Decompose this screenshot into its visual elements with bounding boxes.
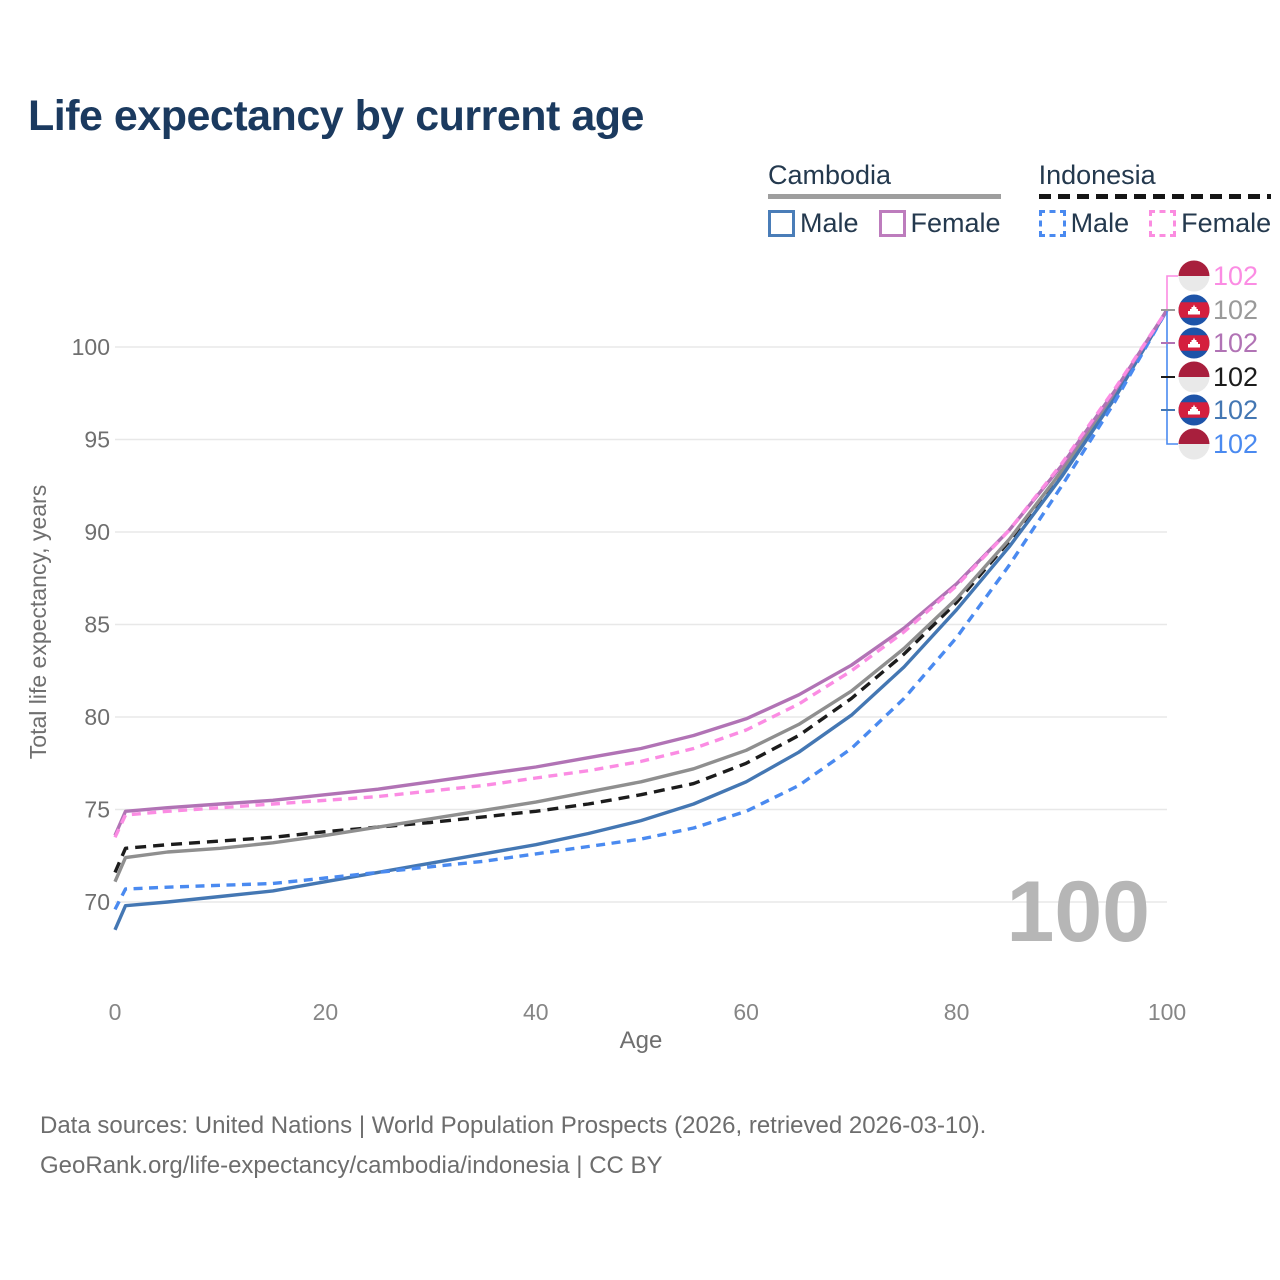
indonesia-flag-icon — [1178, 361, 1210, 393]
series-line-indonesia_all[interactable] — [113, 309, 1169, 874]
end-value-cambodia_female: 102 — [1213, 328, 1258, 358]
legend-group-cambodia: Cambodia Male Female — [768, 160, 1001, 239]
page-title: Life expectancy by current age — [28, 92, 644, 140]
indonesia-female-swatch — [1149, 210, 1177, 237]
end-value-cambodia_male: 102 — [1213, 395, 1258, 425]
legend-item-cambodia-female[interactable]: Female — [878, 208, 1001, 239]
indonesia-male-swatch — [1038, 210, 1066, 237]
cambodia-flag-icon — [1178, 294, 1210, 326]
legend-country-indonesia: Indonesia — [1038, 160, 1156, 190]
legend-item-indonesia-female[interactable]: Female — [1149, 208, 1271, 239]
x-tick-0: 0 — [109, 999, 122, 1025]
end-value-indonesia_all: 102 — [1213, 362, 1258, 392]
cambodia-flag-icon — [1178, 394, 1210, 426]
leader-line-top — [1166, 275, 1178, 310]
y-tick-95: 95 — [84, 427, 110, 453]
x-tick-20: 20 — [313, 999, 339, 1025]
cambodia-flag-icon — [1178, 327, 1210, 359]
data-sources-line: Data sources: United Nations | World Pop… — [40, 1112, 987, 1139]
x-axis-title: Age — [620, 1027, 663, 1054]
cambodia-female-swatch — [878, 210, 906, 237]
y-tick-85: 85 — [84, 612, 110, 638]
legend-item-indonesia-male[interactable]: Male — [1038, 208, 1129, 239]
series-line-cambodia_female[interactable] — [113, 309, 1169, 837]
current-age-watermark: 100 — [1007, 864, 1151, 960]
indonesia-flag-icon — [1178, 428, 1210, 460]
indonesia-flag-icon — [1178, 260, 1210, 292]
series-line-cambodia_all[interactable] — [113, 309, 1169, 883]
series-line-indonesia_male[interactable] — [113, 309, 1169, 911]
leader-line-bottom — [1166, 310, 1178, 445]
legend-country-cambodia: Cambodia — [768, 160, 892, 190]
cambodia-male-swatch — [768, 210, 795, 237]
end-value-indonesia_male: 102 — [1213, 429, 1258, 459]
legend-item-cambodia-male[interactable]: Male — [768, 208, 859, 239]
y-tick-80: 80 — [84, 704, 110, 730]
cambodia-all-line-swatch — [768, 194, 1001, 199]
y-tick-100: 100 — [72, 334, 110, 360]
indonesia-all-line-swatch — [1038, 194, 1272, 199]
legend-group-indonesia: Indonesia Male Female — [1038, 160, 1272, 239]
x-tick-80: 80 — [944, 999, 970, 1025]
y-tick-70: 70 — [84, 889, 110, 915]
x-tick-100: 100 — [1148, 999, 1186, 1025]
georank-url-line: GeoRank.org/life-expectancy/cambodia/ind… — [40, 1152, 663, 1179]
end-value-cambodia_all: 102 — [1213, 295, 1258, 325]
y-tick-90: 90 — [84, 519, 110, 545]
x-tick-40: 40 — [523, 999, 549, 1025]
series-line-cambodia_male[interactable] — [113, 309, 1169, 931]
source-attribution: Data sources: United Nations | World Pop… — [40, 1106, 986, 1186]
end-value-indonesia_female: 102 — [1213, 261, 1258, 291]
chart-legend: Cambodia Male Female Indonesia — [768, 160, 1272, 239]
x-tick-60: 60 — [733, 999, 759, 1025]
y-axis-title: Total life expectancy, years — [25, 485, 51, 759]
y-tick-75: 75 — [84, 797, 110, 823]
series-line-indonesia_female[interactable] — [113, 309, 1169, 839]
